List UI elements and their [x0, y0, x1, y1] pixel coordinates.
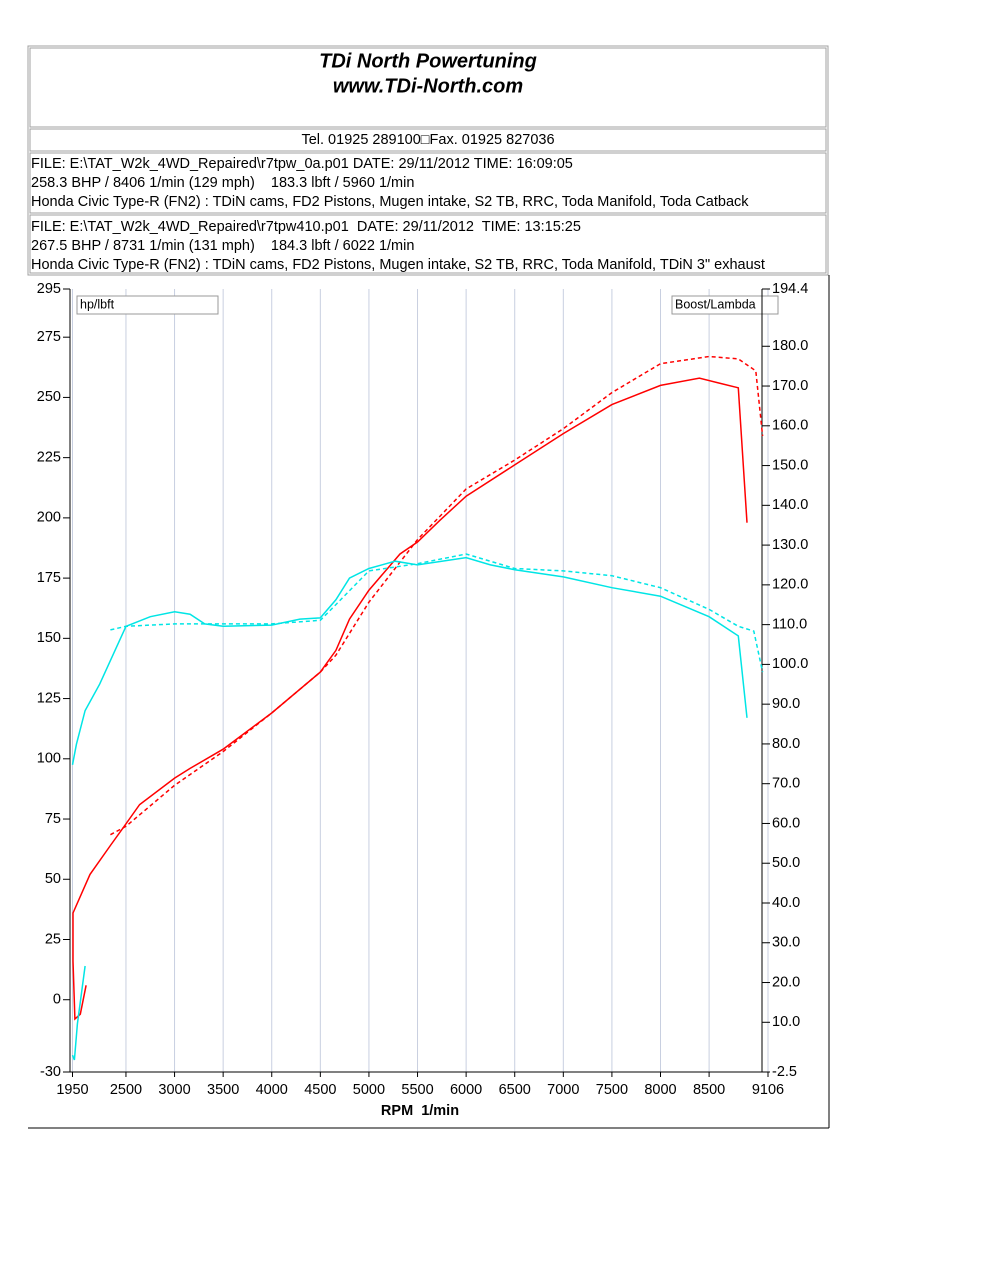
x-tick-label: 6000 — [450, 1082, 482, 1098]
y-axis-label: hp/lbft — [80, 297, 115, 311]
run-car: Honda Civic Type-R (FN2) : TDiN cams, FD… — [31, 257, 765, 273]
y2-tick-label: 60.0 — [772, 815, 800, 831]
grid — [72, 289, 769, 1072]
y2-tick-label: 130.0 — [772, 537, 808, 553]
data-line — [72, 377, 748, 1021]
x-tick-label: 4000 — [256, 1082, 288, 1098]
y-tick-label: 250 — [37, 389, 61, 405]
y2-tick-label: 120.0 — [772, 577, 808, 593]
y2-tick-label: 140.0 — [772, 497, 808, 513]
title: TDi North Powertuning — [319, 50, 537, 72]
y2-tick-label: 180.0 — [772, 338, 808, 354]
y2-axis-label: Boost/Lambda — [675, 297, 756, 311]
run-file: FILE: E:\TAT_W2k_4WD_Repaired\r7tpw_0a.p… — [31, 156, 573, 172]
run-result: 267.5 BHP / 8731 1/min (131 mph) 184.3 l… — [31, 238, 414, 254]
y2-tick-label: 170.0 — [772, 378, 808, 394]
header — [27, 45, 829, 276]
x-tick-label: 6500 — [499, 1082, 531, 1098]
y-tick-label: 25 — [45, 931, 61, 947]
y2-tick-label: 90.0 — [772, 696, 800, 712]
y2-tick-label: 110.0 — [772, 616, 807, 632]
data-line — [110, 355, 764, 836]
y-tick-label: -30 — [40, 1064, 61, 1080]
y2-tick-label: 80.0 — [772, 736, 800, 752]
run-result: 258.3 BHP / 8406 1/min (129 mph) 183.3 l… — [31, 175, 414, 191]
y2-tick-label: -2.5 — [772, 1064, 797, 1080]
x-tick-label: 9106 — [752, 1082, 784, 1098]
data-line — [71, 556, 748, 1061]
x-tick-label: 8000 — [644, 1082, 676, 1098]
y-tick-label: 125 — [37, 690, 61, 706]
y-tick-label: 275 — [37, 329, 61, 345]
run-car: Honda Civic Type-R (FN2) : TDiN cams, FD… — [31, 194, 749, 210]
x-tick-label: 5500 — [401, 1082, 433, 1098]
y-tick-label: 75 — [45, 811, 61, 827]
header-frame — [27, 45, 829, 276]
y-tick-label: 295 — [37, 281, 61, 297]
y2-tick-label: 40.0 — [772, 895, 800, 911]
x-tick-label: 7500 — [596, 1082, 628, 1098]
x-tick-label: 4500 — [304, 1082, 336, 1098]
x-tick-label: 3000 — [158, 1082, 190, 1098]
y2-tick-label: 50.0 — [772, 855, 800, 871]
contact: Tel. 01925 289100□Fax. 01925 827036 — [301, 132, 554, 148]
data-line — [110, 553, 764, 673]
y2-tick-label: 160.0 — [772, 418, 808, 434]
run-box — [29, 214, 827, 274]
y2-tick-label: 194.4 — [772, 281, 808, 297]
y-tick-label: 225 — [37, 449, 61, 465]
run-file: FILE: E:\TAT_W2k_4WD_Repaired\r7tpw410.p… — [31, 219, 581, 235]
x-tick-label: 5000 — [353, 1082, 385, 1098]
x-tick-label: 3500 — [207, 1082, 239, 1098]
y-tick-label: 100 — [37, 751, 61, 767]
y-tick-label: 50 — [45, 871, 61, 887]
x-tick-label: 7000 — [547, 1082, 579, 1098]
legend-box — [76, 295, 219, 315]
y2-tick-label: 70.0 — [772, 776, 800, 792]
y2-tick-label: 100.0 — [772, 656, 808, 672]
x-tick-label: 8500 — [693, 1082, 725, 1098]
y-tick-label: 175 — [37, 570, 61, 586]
y-tick-label: 200 — [37, 510, 61, 526]
title-box — [29, 47, 827, 128]
y2-tick-label: 30.0 — [772, 935, 800, 951]
y2-tick-label: 10.0 — [772, 1014, 800, 1030]
y-tick-label: 150 — [37, 630, 61, 646]
y2-tick-label: 20.0 — [772, 974, 800, 990]
legend-box — [671, 295, 779, 315]
y-tick-label: 0 — [53, 992, 61, 1008]
x-tick-label: 1950 — [56, 1082, 88, 1098]
x-tick-label: 2500 — [110, 1082, 142, 1098]
x-axis-label: RPM 1/min — [381, 1103, 459, 1119]
website: www.TDi-North.com — [333, 75, 523, 97]
contact-box — [29, 128, 827, 152]
run-box — [29, 152, 827, 214]
y2-tick-label: 150.0 — [772, 457, 808, 473]
